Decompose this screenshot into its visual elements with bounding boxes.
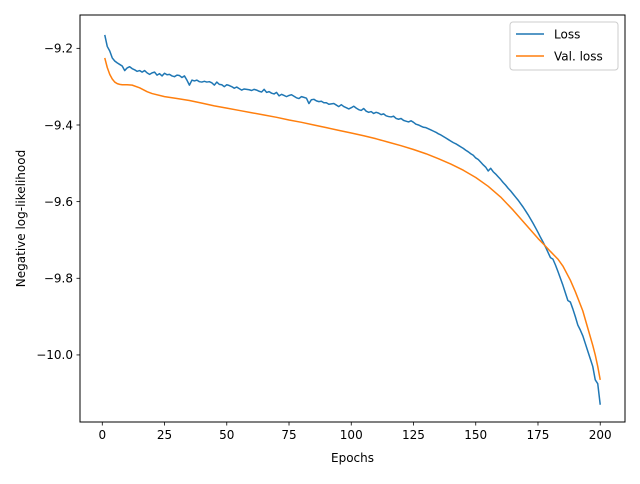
series-line-loss (104, 34, 601, 405)
x-tick-label: 0 (98, 428, 106, 442)
y-tick-label: −9.2 (44, 42, 73, 56)
x-tick-label: 150 (464, 428, 487, 442)
x-tick-label: 75 (281, 428, 296, 442)
y-tick-label: −9.6 (44, 195, 73, 209)
x-axis-label: Epochs (331, 451, 374, 465)
legend-label-loss: Loss (554, 28, 580, 42)
x-axis-ticks: 0 25 50 75 100 125 150 175 200 (98, 422, 612, 442)
x-tick-label: 175 (527, 428, 550, 442)
y-tick-label: −9.8 (44, 272, 73, 286)
y-axis-ticks: −10.0 −9.8 −9.6 −9.4 −9.2 (36, 42, 80, 362)
x-tick-label: 125 (402, 428, 425, 442)
y-axis-label: Negative log-likelihood (14, 150, 28, 287)
x-tick-label: 50 (219, 428, 234, 442)
x-tick-label: 25 (157, 428, 172, 442)
x-tick-label: 200 (589, 428, 612, 442)
legend: Loss Val. loss (509, 21, 619, 71)
y-tick-label: −9.4 (44, 118, 73, 132)
y-tick-label: −10.0 (36, 348, 73, 362)
axes-frame (79, 14, 626, 423)
legend-label-val-loss: Val. loss (554, 50, 603, 64)
x-tick-label: 100 (340, 428, 363, 442)
series-line-val-loss (104, 57, 601, 380)
plot-area (104, 34, 601, 405)
